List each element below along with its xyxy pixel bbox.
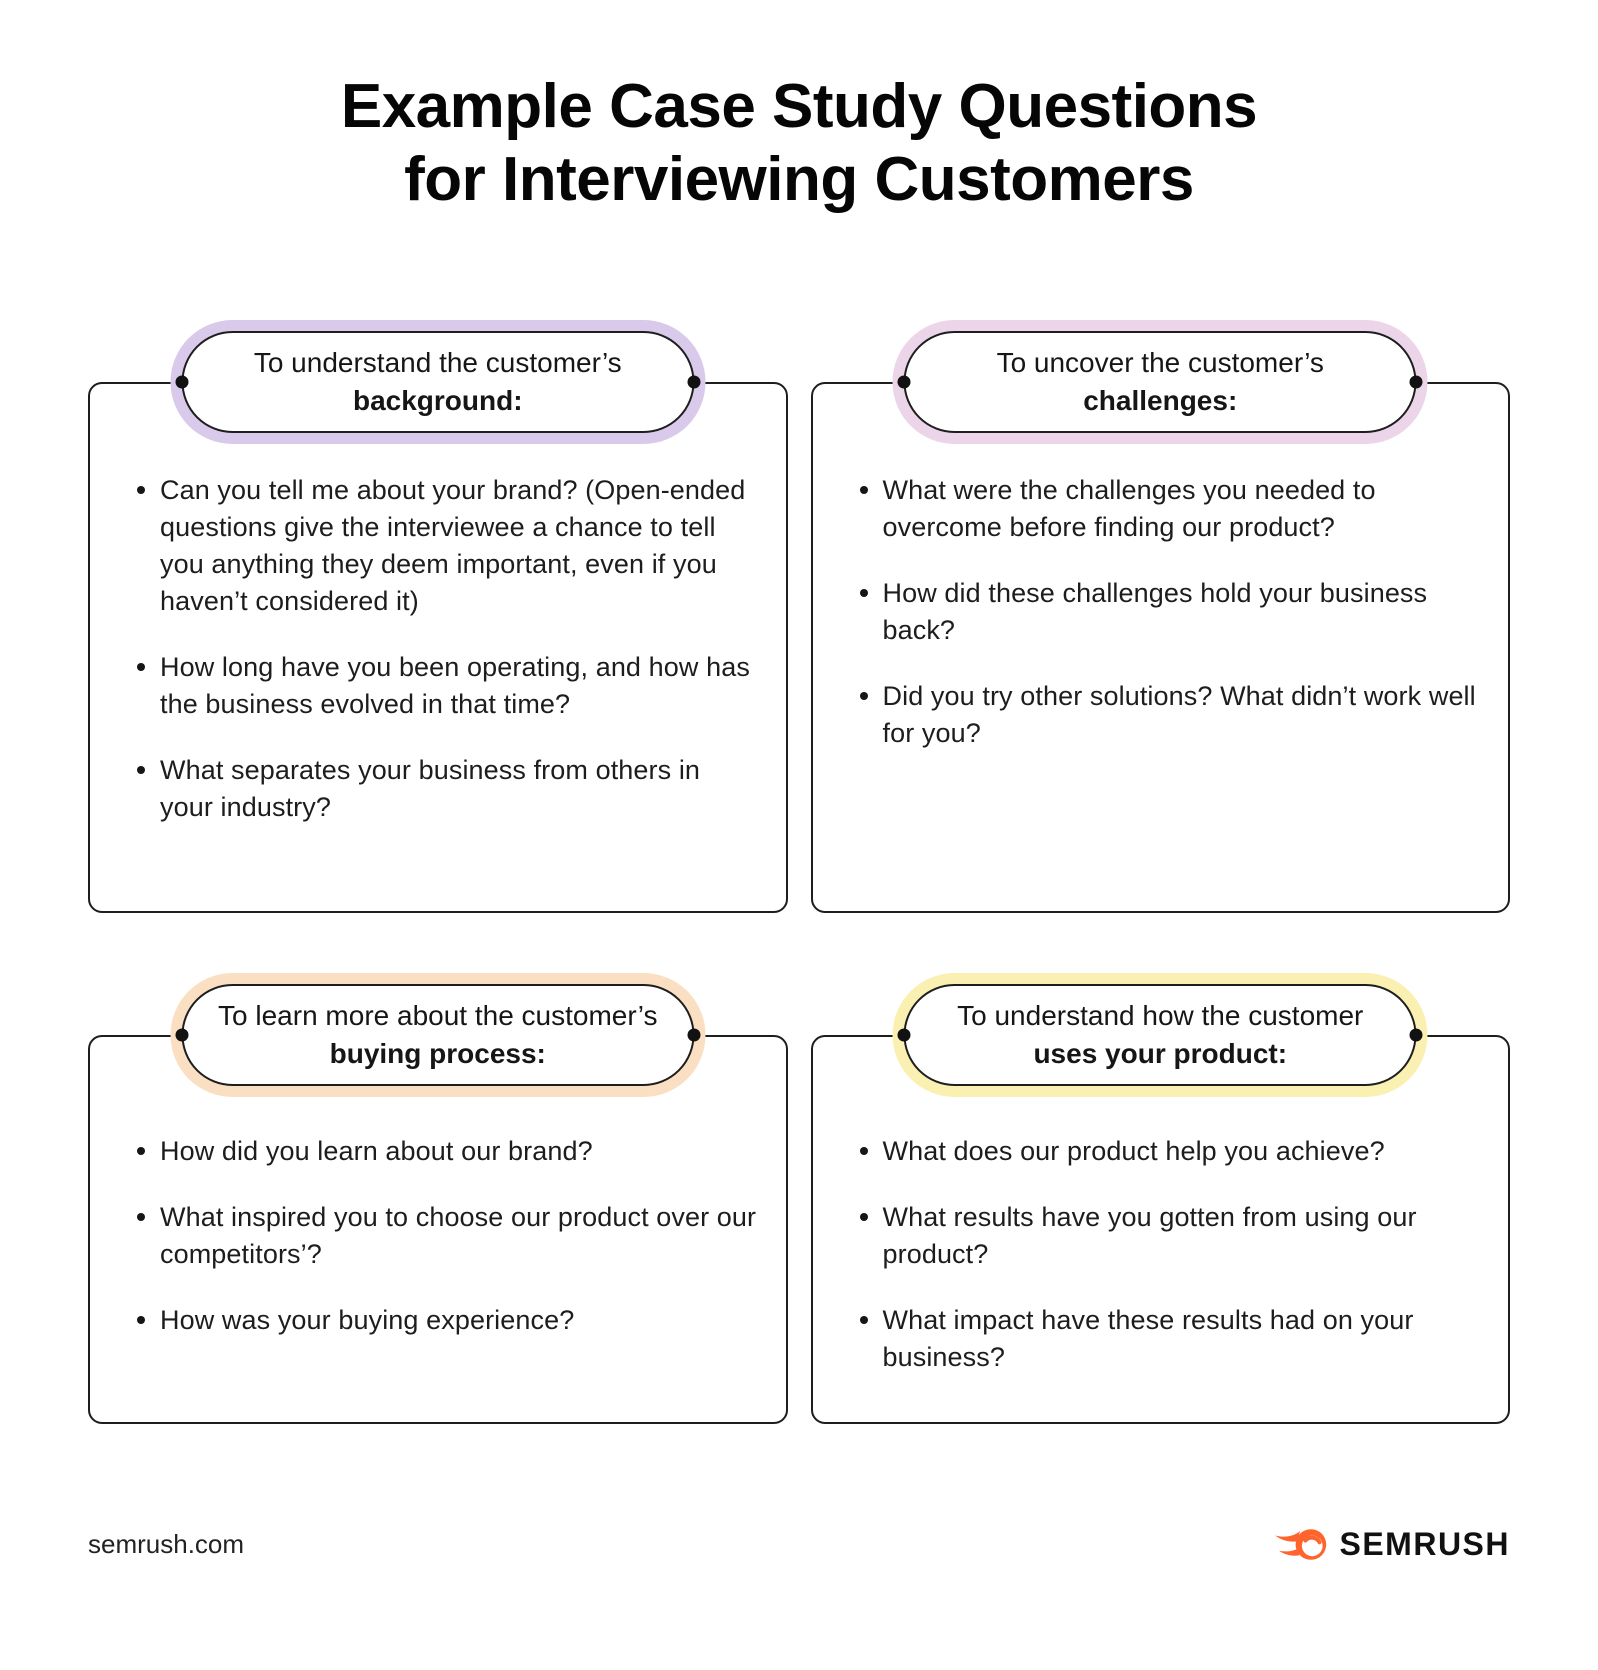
section-product-use-header: To understand how the customer uses your… — [892, 973, 1428, 1097]
question-list: What were the challenges you needed to o… — [857, 472, 1481, 752]
list-item: Did you try other solutions? What didn’t… — [857, 678, 1481, 752]
list-item: What impact have these results had on yo… — [857, 1302, 1481, 1376]
question-box-product-use: What does our product help you achieve? … — [810, 1035, 1510, 1424]
pill-label-line2: buying process: — [329, 1038, 546, 1069]
list-item: What separates your business from others… — [134, 752, 758, 826]
pill-label-line1: To learn more about the customer’s — [218, 1000, 658, 1031]
semrush-wordmark: SEMRUSH — [1339, 1526, 1510, 1562]
pill-label: To understand the customer’s background: — [181, 331, 695, 433]
website-url: semrush.com — [88, 1529, 245, 1559]
question-box-background: Can you tell me about your brand? (Open-… — [88, 382, 788, 913]
list-item: Can you tell me about your brand? (Open-… — [134, 472, 758, 620]
section-buying-process: To learn more about the customer’s buyin… — [88, 969, 788, 1424]
pill-glow: To understand how the customer uses your… — [892, 973, 1428, 1097]
question-box-buying-process: How did you learn about our brand? What … — [88, 1035, 788, 1424]
infographic-page: Example Case Study Questions for Intervi… — [0, 70, 1598, 1563]
pill-label-line1: To understand the customer’s — [253, 347, 622, 378]
list-item: How did these challenges hold your busin… — [857, 575, 1481, 649]
section-background: To understand the customer’s background:… — [88, 316, 788, 913]
list-item: How long have you been operating, and ho… — [134, 649, 758, 723]
section-product-use: To understand how the customer uses your… — [810, 969, 1510, 1424]
connector-dot-right — [687, 1028, 701, 1042]
pill-label-line2: uses your product: — [1033, 1038, 1288, 1069]
connector-dot-right — [1409, 375, 1423, 389]
pill-label-line2: background: — [352, 385, 523, 416]
pill-glow: To uncover the customer’s challenges: — [892, 320, 1428, 444]
list-item: What inspired you to choose our product … — [134, 1199, 758, 1273]
page-title-line1: Example Case Study Questions — [340, 72, 1258, 141]
section-challenges: To uncover the customer’s challenges: Wh… — [810, 316, 1510, 913]
list-item: What were the challenges you needed to o… — [857, 472, 1481, 546]
pill-glow: To learn more about the customer’s buyin… — [170, 973, 706, 1097]
section-challenges-header: To uncover the customer’s challenges: — [892, 320, 1428, 444]
connector-dot-left — [175, 1028, 189, 1042]
list-item: How was your buying experience? — [134, 1302, 758, 1339]
page-title: Example Case Study Questions for Intervi… — [88, 70, 1510, 216]
semrush-logo: SEMRUSH — [1274, 1526, 1510, 1563]
pill-label: To uncover the customer’s challenges: — [903, 331, 1417, 433]
question-list: How did you learn about our brand? What … — [134, 1133, 758, 1339]
connector-dot-left — [897, 1028, 911, 1042]
question-grid: To understand the customer’s background:… — [88, 316, 1510, 1424]
list-item: How did you learn about our brand? — [134, 1133, 758, 1170]
connector-dot-right — [1409, 1028, 1423, 1042]
connector-dot-left — [175, 375, 189, 389]
section-buying-process-header: To learn more about the customer’s buyin… — [170, 973, 706, 1097]
section-background-header: To understand the customer’s background: — [170, 320, 706, 444]
pill-label-line1: To uncover the customer’s — [996, 347, 1324, 378]
question-list: What does our product help you achieve? … — [857, 1133, 1481, 1376]
connector-dot-left — [897, 375, 911, 389]
list-item: What results have you gotten from using … — [857, 1199, 1481, 1273]
question-box-challenges: What were the challenges you needed to o… — [810, 382, 1510, 913]
pill-label-line2: challenges: — [1083, 385, 1238, 416]
question-list: Can you tell me about your brand? (Open-… — [134, 472, 758, 826]
pill-label: To understand how the customer uses your… — [903, 984, 1417, 1086]
connector-dot-right — [687, 375, 701, 389]
page-title-line2: for Interviewing Customers — [404, 145, 1194, 214]
footer: semrush.com SEMRUSH — [88, 1526, 1510, 1563]
pill-label: To learn more about the customer’s buyin… — [181, 984, 695, 1086]
semrush-comet-icon — [1275, 1529, 1327, 1560]
pill-glow: To understand the customer’s background: — [170, 320, 706, 444]
list-item: What does our product help you achieve? — [857, 1133, 1481, 1170]
pill-label-line1: To understand how the customer — [957, 1000, 1364, 1031]
